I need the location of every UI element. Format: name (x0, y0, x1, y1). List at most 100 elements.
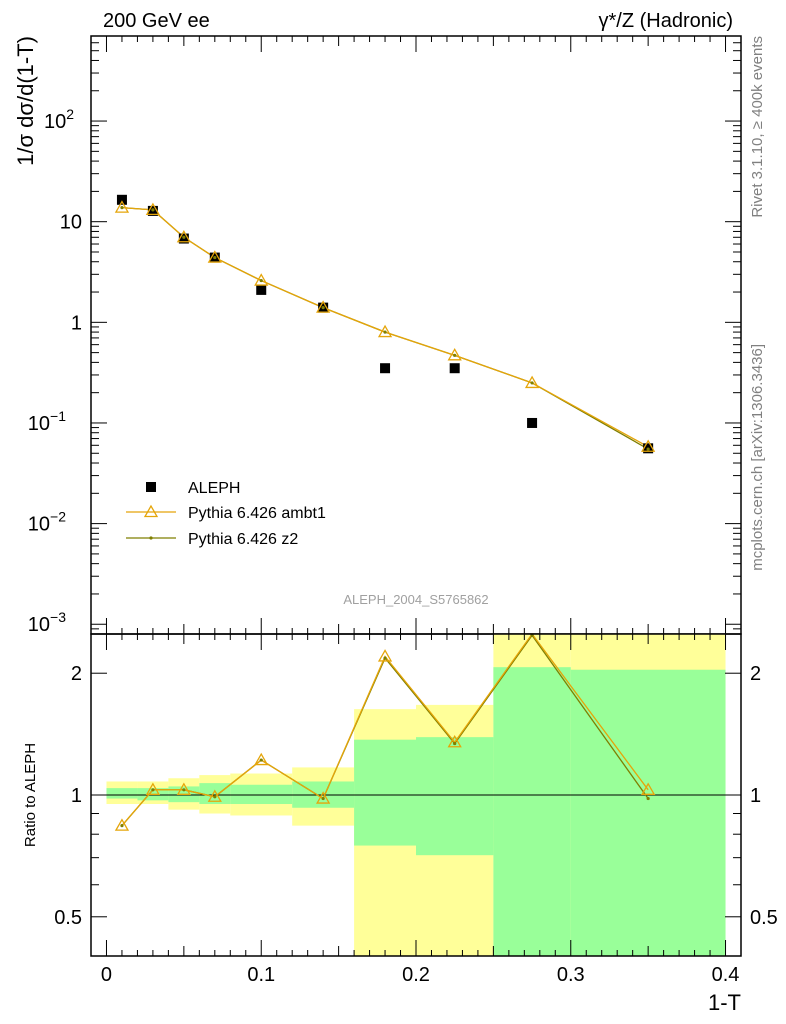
ratio-point-ambt1-5 (316, 791, 331, 804)
main-point-z2-0 (120, 206, 124, 210)
ratio-inner-band-8 (493, 667, 571, 956)
process-qualifier: (Hadronic) (634, 10, 733, 32)
ratio-point-z2-1 (151, 788, 155, 792)
ratio-point-ambt1-7 (447, 734, 462, 748)
legend-label-2: Pythia 6.426 z2 (188, 531, 298, 548)
main-y-tick-label-2: 10 (60, 212, 82, 234)
main-point-z2-9 (646, 447, 650, 451)
main-point-ambt1-0 (114, 200, 130, 213)
tick-base: 10 (28, 614, 50, 636)
x-axis-title: 1-T (708, 990, 741, 1015)
main-point-z2-2 (182, 235, 186, 239)
data-point-aleph-4 (256, 284, 267, 295)
ratio-point-z2-0 (120, 824, 124, 828)
plot-header-left: 200 GeV ee (103, 10, 210, 32)
data-point-aleph-0 (116, 194, 127, 205)
ratio-inner-band-3 (199, 783, 231, 805)
main-point-z2-6 (383, 330, 387, 334)
ratio-point-z2-6 (383, 656, 387, 660)
x-tick-label-3: 0.3 (557, 964, 585, 986)
main-point-ambt1-7 (447, 348, 462, 361)
ratio-inner-band-9 (570, 669, 726, 956)
tick-exponent: −3 (50, 609, 66, 625)
ratio-point-ambt1-6 (377, 649, 393, 662)
ratio-point-z2-2 (182, 788, 186, 792)
ratio-inner-band-7 (416, 737, 494, 856)
main-point-ambt1-9 (641, 439, 656, 452)
main-point-z2-8 (530, 381, 534, 385)
ratio-inner-band-0 (106, 788, 138, 799)
x-tick-label-2: 0.2 (402, 964, 430, 986)
main-y-tick-label-6: 10−3 (28, 609, 66, 636)
tick-base: 10 (28, 514, 50, 536)
ratio-point-z2-3 (213, 795, 217, 799)
main-y-tick-label-1: 102 (44, 106, 74, 133)
main-point-z2-7 (453, 353, 457, 357)
main-y-tick-label-3: 1 (71, 312, 82, 334)
tick-base: 10 (44, 111, 66, 133)
main-y-tick-label-4: 10−1 (28, 408, 66, 435)
x-tick-label-0: 0 (101, 964, 112, 986)
x-tick-label-1: 0.1 (247, 964, 275, 986)
main-point-z2-1 (151, 208, 155, 212)
ratio-y-tick-label-left-2: 2 (71, 663, 82, 685)
data-point-aleph-7 (449, 363, 460, 374)
ratio-point-z2-4 (259, 758, 263, 762)
process-label: γ*/Z (599, 10, 635, 32)
ratio-series-line-ambt1 (121, 632, 649, 827)
ratio-point-ambt1-2 (176, 782, 191, 795)
data-point-aleph-6 (380, 363, 391, 374)
tick-exponent: −2 (50, 509, 66, 525)
main-point-ambt1-4 (254, 273, 269, 286)
main-series-line-ambt1 (121, 206, 649, 448)
ratio-point-ambt1-1 (145, 782, 161, 795)
tick-base: 10 (28, 413, 50, 435)
ratio-point-z2-5 (321, 796, 325, 801)
main-point-ambt1-6 (377, 324, 393, 338)
tick-exponent: 2 (66, 106, 74, 122)
ratio-plot-panel: 0.5 0.5 1 1 2 2 0 0.1 0.2 0.3 0.4 Ratio to ALEPH 1… (22, 632, 778, 1015)
main-point-ambt1-1 (145, 202, 161, 216)
legend-marker-z2 (149, 536, 153, 540)
ratio-point-ambt1-0 (114, 818, 130, 831)
ratio-y-tick-label-right-1: 1 (750, 785, 761, 807)
mcplots-credit-label: mcplots.cern.ch [arXiv:1306.3436] (749, 344, 766, 571)
main-point-ambt1-2 (176, 229, 191, 243)
tick-exponent: −1 (50, 408, 66, 424)
ratio-y-tick-label-right-2: 2 (750, 663, 761, 685)
ratio-inner-band-4 (230, 784, 293, 805)
main-point-ambt1-3 (207, 250, 222, 263)
ratio-y-tick-label-left-0: 0.5 (54, 907, 82, 929)
rivet-version-label: Rivet 3.1.10, ≥ 400k events (749, 36, 766, 218)
ratio-y-axis-title: Ratio to ALEPH (22, 743, 39, 847)
ratio-plot-marks (91, 632, 741, 956)
analysis-label: ALEPH_2004_S5765862 (343, 592, 488, 607)
main-point-z2-3 (213, 255, 217, 260)
main-plot-marks (114, 194, 656, 454)
x-tick-label-4: 0.4 (712, 964, 740, 986)
main-point-z2-5 (321, 306, 325, 310)
ratio-y-tick-label-right-0: 0.5 (750, 907, 778, 929)
ratio-point-z2-9 (646, 796, 650, 801)
main-y-tick-label-5: 10−2 (28, 509, 66, 536)
ratio-point-ambt1-4 (254, 752, 269, 766)
main-point-ambt1-5 (316, 300, 331, 313)
main-point-ambt1-8 (524, 375, 540, 389)
legend: ALEPH Pythia 6.426 ambt1 Pythia 6.426 z2 (126, 480, 326, 548)
legend-marker-aleph (146, 482, 156, 492)
legend-marker-ambt1 (143, 504, 159, 518)
main-series-line-z2 (121, 206, 649, 450)
main-y-axis-title: 1/σ dσ/d(1-T) (13, 36, 38, 166)
legend-label-1: Pythia 6.426 ambt1 (188, 505, 326, 522)
data-point-aleph-8 (527, 417, 538, 428)
ratio-point-ambt1-9 (641, 782, 656, 795)
ratio-point-ambt1-3 (207, 789, 222, 802)
main-point-z2-4 (259, 278, 263, 283)
legend-label-0: ALEPH (188, 480, 240, 497)
ratio-point-z2-7 (453, 741, 457, 746)
ratio-plot-axes: 0.5 0.5 1 1 2 2 0 0.1 0.2 0.3 0.4 (54, 633, 778, 986)
ratio-y-tick-label-left-1: 1 (71, 785, 82, 807)
plot-header-right: γ*/Z (Hadronic) (599, 10, 733, 32)
